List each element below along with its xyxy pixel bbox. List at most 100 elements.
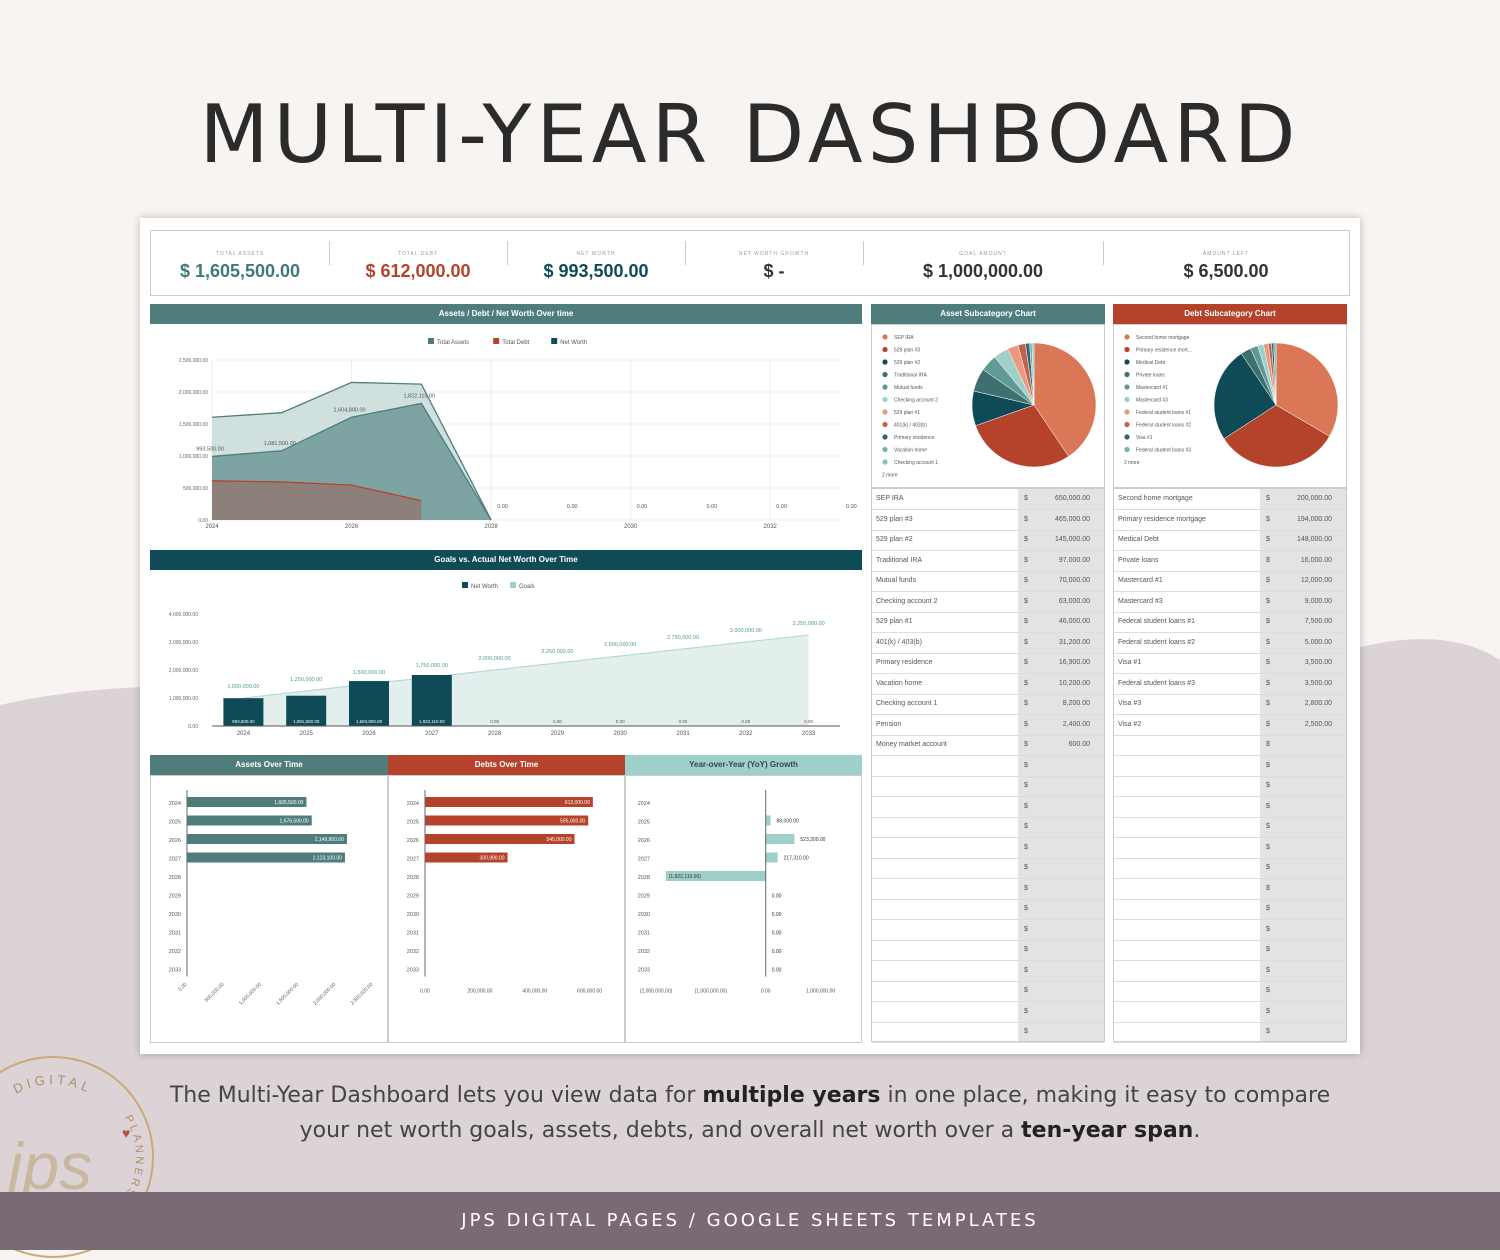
table-row: Second home mortgage $200,000.00 [1114, 489, 1346, 510]
kpi-value: $ 1,605,500.00 [179, 261, 301, 281]
row-name: 529 plan #1 [876, 618, 913, 625]
description-text: your net worth goals, assets, debts, and… [299, 1118, 1022, 1143]
row-amount [1274, 940, 1332, 960]
series-line [211, 480, 422, 502]
logo-monogram: jps [0, 1129, 92, 1203]
amount-column-bg [1018, 489, 1104, 1041]
row-amount [1274, 899, 1332, 919]
chart-header-debts-time: Debts Over Time [388, 755, 625, 775]
bar-label: (1,822,110.00) [669, 874, 701, 880]
table-row: $ [872, 1002, 1104, 1023]
table-row: Pension $2,400.00 [872, 715, 1104, 736]
kpi-total-assets: TOTAL ASSETS $ 1,605,500.00 [151, 231, 329, 295]
x-tick-label: 0.00 [420, 989, 430, 995]
row-name [876, 838, 1016, 858]
row-name [1118, 735, 1258, 755]
table-row: $ [872, 961, 1104, 982]
bar-label: 0.00 [772, 912, 782, 918]
y-category-label: 2028 [407, 875, 419, 881]
x-tick-label: 2031 [676, 731, 690, 737]
chart-header-adn: Assets / Debt / Net Worth Over time [150, 304, 862, 324]
row-name [876, 961, 1016, 981]
row-currency: $ [1266, 495, 1270, 502]
legend-label: Private loans [1136, 373, 1165, 379]
kpi-value: $ 993,500.00 [543, 261, 649, 281]
legend-label: Federal student loans #3 [1136, 448, 1191, 454]
bar-label: 1,605,500.00 [274, 800, 303, 806]
legend-label: 529 plan #1 [894, 410, 920, 416]
row-name [1118, 756, 1258, 776]
kpi-label: TOTAL DEBT [397, 251, 439, 257]
row-name [1118, 940, 1258, 960]
row-name [1118, 776, 1258, 796]
legend-label: Checking account 2 [894, 398, 938, 404]
y-category-label: 2025 [638, 820, 650, 826]
bar-label: 595,000.00 [560, 819, 585, 825]
row-currency: $ [1266, 597, 1270, 605]
bar [765, 815, 771, 826]
row-name [876, 797, 1016, 817]
table-row: $ [1114, 940, 1346, 961]
table-row: $ [872, 817, 1104, 838]
kpi-value: $ 612,000.00 [365, 261, 471, 281]
bar-label: 0.00 [490, 719, 499, 724]
row-name [1118, 838, 1258, 858]
legend-label: Primary residence [894, 435, 935, 441]
bar-label: 0.00 [772, 949, 782, 955]
legend-label: Second home mortgage [1136, 335, 1190, 341]
row-currency: $ [1024, 843, 1028, 851]
x-tick-label: 2032 [764, 524, 778, 530]
bar-label: 0.00 [679, 719, 688, 724]
row-name [876, 940, 1016, 960]
y-category-label: 2031 [407, 931, 419, 937]
row-name: Money market account [876, 741, 947, 748]
row-currency: $ [1024, 823, 1028, 830]
row-currency: $ [1024, 577, 1028, 584]
row-amount [1274, 817, 1332, 837]
row-currency: $ [1266, 966, 1270, 974]
x-tick-label: 200,000.00 [467, 989, 492, 995]
row-amount: 16,900.00 [1058, 659, 1090, 666]
legend-dot [1124, 346, 1130, 353]
legend-label: Medical Debt [1136, 360, 1166, 366]
pie-slice [1273, 342, 1277, 406]
y-tick-label: 3,000,000.00 [169, 640, 198, 646]
legend-label: Vacation home [894, 448, 927, 454]
data-label: 0.00 [497, 504, 508, 510]
x-tick-label: 2030 [614, 731, 628, 737]
goal-label: 2,750,000.00 [667, 635, 699, 641]
x-tick-label: 0.00 [761, 989, 771, 995]
table-row: $ [872, 981, 1104, 1002]
row-amount [1274, 735, 1332, 755]
row-name: Mastercard #1 [1118, 577, 1163, 584]
row-amount: 2,500.00 [1304, 720, 1332, 728]
row-amount: 10,200.00 [1058, 679, 1090, 687]
net-worth-bar [286, 695, 327, 726]
kpi-value: $ 6,500.00 [1183, 261, 1269, 281]
x-tick-label: 1,000,000.00 [238, 982, 263, 1007]
table-row: $ [1114, 858, 1346, 879]
debt-subcategory-chart: Second home mortgage Primary residence mo… [1113, 324, 1347, 488]
row-amount: 70,000.00 [1058, 577, 1090, 584]
data-label: 0.00 [567, 504, 578, 510]
kpi-label: TOTAL ASSETS [215, 251, 265, 257]
legend-label: 401(k) / 403(b) [894, 423, 927, 429]
row-name: Federal student loans #2 [1118, 638, 1196, 646]
row-name [876, 858, 1016, 878]
pie-slice [1223, 404, 1330, 468]
y-category-label: 2030 [169, 912, 181, 918]
row-currency: $ [1024, 1007, 1028, 1015]
table-row: $ [872, 776, 1104, 797]
row-name: Primary residence mortgage [1118, 515, 1206, 523]
y-tick-label: 1,000,000.00 [179, 454, 208, 460]
net-worth-bar [349, 681, 389, 726]
goal-label: 1,750,000.00 [416, 663, 448, 669]
row-currency: $ [1024, 515, 1028, 523]
legend-dot [882, 384, 888, 390]
description-text: The Multi-Year Dashboard lets you view d… [169, 1083, 703, 1108]
row-name: Checking account 2 [876, 597, 938, 605]
row-amount: 9,000.00 [1304, 597, 1332, 605]
row-currency: $ [1266, 884, 1270, 892]
pie-slice [1213, 353, 1277, 440]
row-currency: $ [1266, 700, 1270, 707]
